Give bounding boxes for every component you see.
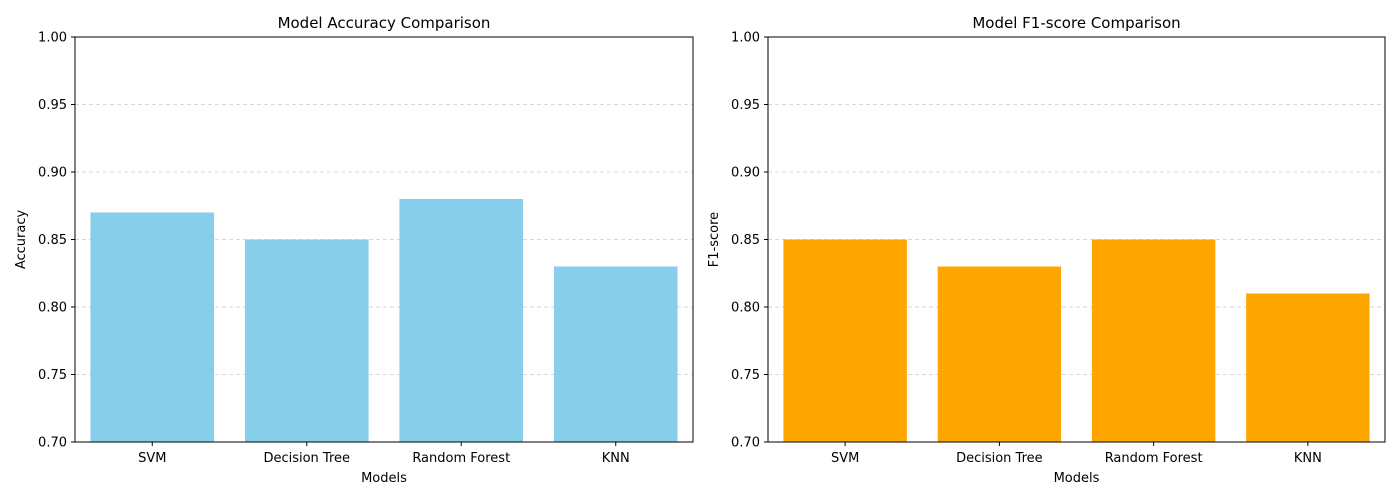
y-tick-label: 1.00 xyxy=(731,31,760,46)
bar-knn xyxy=(553,266,678,442)
bar-knn xyxy=(1246,293,1370,442)
f1-score-chart: 0.70 0.75 0.80 0.85 0.90 0.95 1.00 SVM Decision … xyxy=(707,14,1386,486)
plot-frame xyxy=(74,36,694,443)
chart-title: Model F1-score Comparison xyxy=(972,14,1180,32)
x-tick-label-svm: SVM xyxy=(831,451,859,466)
chart-title: Model Accuracy Comparison xyxy=(278,14,491,32)
x-tick-label-random-forest: Random Forest xyxy=(412,451,510,466)
bar-decision-tree xyxy=(937,266,1062,442)
y-tick-label: 0.95 xyxy=(731,98,760,113)
bar-svm xyxy=(90,212,215,442)
bar-decision-tree xyxy=(244,239,369,442)
y-tick-label: 0.70 xyxy=(731,436,760,451)
x-axis-label: Models xyxy=(1054,471,1100,486)
y-tick-label: 0.90 xyxy=(38,166,67,181)
x-tick-label-random-forest: Random Forest xyxy=(1105,451,1203,466)
x-tick-label-svm: SVM xyxy=(138,451,166,466)
y-tick-label: 0.75 xyxy=(38,368,67,383)
x-tick-label-knn: KNN xyxy=(602,451,630,466)
bar-random-forest xyxy=(399,199,524,442)
y-tick-label: 0.75 xyxy=(731,368,760,383)
x-tick-label-decision-tree: Decision Tree xyxy=(956,451,1043,466)
y-tick-label: 0.70 xyxy=(38,436,67,451)
plot-frame xyxy=(767,36,1386,443)
accuracy-chart: 0.70 0.75 0.80 0.85 0.90 0.95 1.00 SVM Decision … xyxy=(14,14,694,486)
x-tick-label-knn: KNN xyxy=(1294,451,1322,466)
bar-svm xyxy=(783,239,907,442)
y-tick-label: 0.85 xyxy=(38,233,67,248)
y-tick-label: 0.80 xyxy=(731,301,760,316)
y-tick-label: 0.85 xyxy=(731,233,760,248)
y-tick-label: 1.00 xyxy=(38,31,67,46)
x-axis-label: Models xyxy=(361,471,407,486)
y-axis-label: Accuracy xyxy=(14,210,29,270)
y-tick-label: 0.80 xyxy=(38,301,67,316)
y-tick-label: 0.90 xyxy=(731,166,760,181)
y-tick-label: 0.95 xyxy=(38,98,67,113)
y-axis-label: F1-score xyxy=(707,212,722,267)
bar-random-forest xyxy=(1091,239,1216,442)
x-tick-label-decision-tree: Decision Tree xyxy=(263,451,350,466)
